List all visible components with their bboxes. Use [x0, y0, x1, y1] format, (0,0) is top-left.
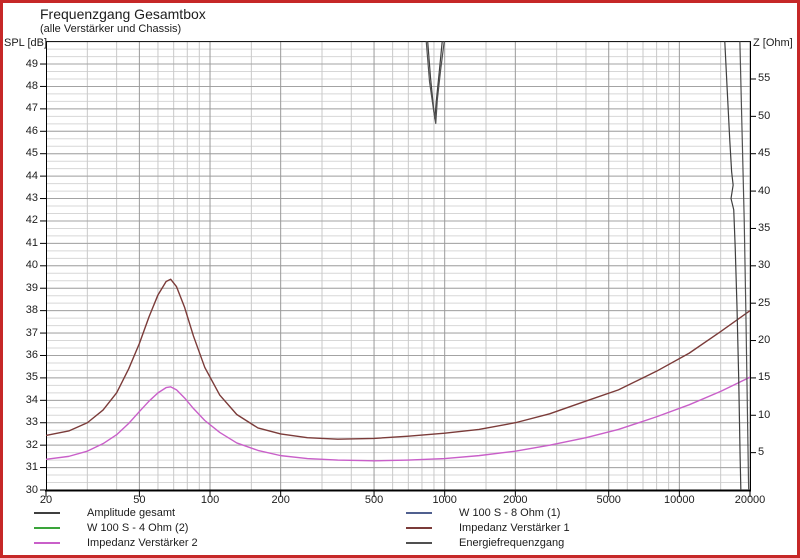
y-left-tick-label: 31 — [25, 461, 38, 474]
legend-item: Impedanz Verstärker 1 — [406, 521, 570, 535]
legend-color-line-icon — [34, 527, 60, 529]
x-tick-label: 20 — [39, 494, 53, 506]
legend-color-line-icon — [34, 542, 60, 544]
legend-item-label: W 100 S - 4 Ohm (2) — [87, 522, 189, 534]
x-tick-label: 100 — [200, 494, 220, 506]
x-tick-label: 1000 — [432, 494, 457, 506]
x-tick-label: 200 — [271, 494, 290, 506]
y-right-tick-label: 55 — [758, 72, 771, 85]
x-tick-label: 50 — [133, 494, 146, 506]
y-left-tick-label: 37 — [25, 326, 38, 339]
legend-item: W 100 S - 4 Ohm (2) — [34, 521, 188, 535]
y-right-axis-label: Z [Ohm] — [753, 37, 793, 49]
y-left-tick-label: 42 — [25, 214, 38, 227]
legend-item-label: Energiefrequenzgang — [459, 537, 565, 549]
y-left-axis-label: SPL [dB] — [4, 37, 48, 49]
curve-impedanz-verst-rker-1 — [46, 278, 750, 440]
y-right-tick-label: 30 — [758, 259, 771, 272]
y-right-tick-label: 10 — [758, 408, 771, 421]
y-left-tick-label: 45 — [25, 147, 38, 160]
y-left-tick-label: 43 — [25, 192, 38, 205]
y-left-tick-label: 35 — [25, 371, 38, 384]
y-left-tick-label: 49 — [25, 57, 38, 70]
y-left-tick-label: 34 — [25, 393, 38, 406]
x-tick-label: 2000 — [503, 494, 528, 506]
curve-energiefrequenzgang — [425, 41, 445, 125]
curve-impedanz-verst-rker-2 — [46, 376, 750, 462]
legend-item-label: W 100 S - 8 Ohm (1) — [459, 507, 561, 519]
curve-amplitude-gesamt — [724, 41, 742, 490]
y-right-tick-label: 15 — [758, 371, 771, 384]
y-right-tick-label: 50 — [758, 109, 771, 122]
chart-subtitle: (alle Verstärker und Chassis) — [40, 23, 182, 35]
y-right-tick-label: 35 — [758, 221, 771, 234]
legend-item-label: Impedanz Verstärker 2 — [87, 537, 198, 549]
y-left-tick-label: 33 — [25, 416, 38, 429]
y-right-tick-label: 5 — [758, 446, 765, 459]
legend-item: Amplitude gesamt — [34, 506, 175, 520]
x-tick-label: 500 — [364, 494, 384, 506]
legend-item: Impedanz Verstärker 2 — [34, 536, 198, 550]
y-left-tick-label: 48 — [25, 79, 38, 92]
legend-color-line-icon — [34, 512, 60, 514]
y-left-tick-label: 40 — [25, 259, 38, 272]
x-tick-label: 10000 — [664, 494, 695, 506]
legend-item: Energiefrequenzgang — [406, 536, 564, 550]
legend-item-label: Amplitude gesamt — [87, 507, 176, 519]
x-tick-label: 20000 — [734, 494, 766, 506]
legend-item-label: Impedanz Verstärker 1 — [459, 522, 570, 534]
y-right-tick-label: 45 — [758, 147, 771, 160]
y-left-tick-label: 47 — [25, 102, 38, 115]
legend-item: W 100 S - 8 Ohm (1) — [406, 506, 560, 520]
legend-color-line-icon — [406, 527, 432, 529]
y-right-tick-label: 40 — [758, 184, 771, 197]
y-left-tick-label: 44 — [25, 169, 38, 182]
x-tick-label: 5000 — [596, 494, 621, 506]
y-left-tick-label: 38 — [25, 304, 38, 317]
y-left-tick-label: 36 — [25, 348, 38, 361]
legend-color-line-icon — [406, 512, 432, 514]
legend-color-line-icon — [406, 542, 432, 544]
y-left-tick-label: 30 — [25, 483, 38, 496]
curve-energiefrequenzgang — [739, 41, 750, 490]
y-left-tick-label: 32 — [25, 438, 38, 451]
y-right-tick-label: 25 — [758, 296, 771, 309]
y-left-tick-label: 39 — [25, 281, 38, 294]
y-right-tick-label: 20 — [758, 334, 771, 347]
y-left-tick-label: 41 — [25, 236, 38, 249]
y-left-tick-label: 46 — [25, 124, 38, 137]
chart-title: Frequenzgang Gesamtbox — [40, 6, 206, 22]
